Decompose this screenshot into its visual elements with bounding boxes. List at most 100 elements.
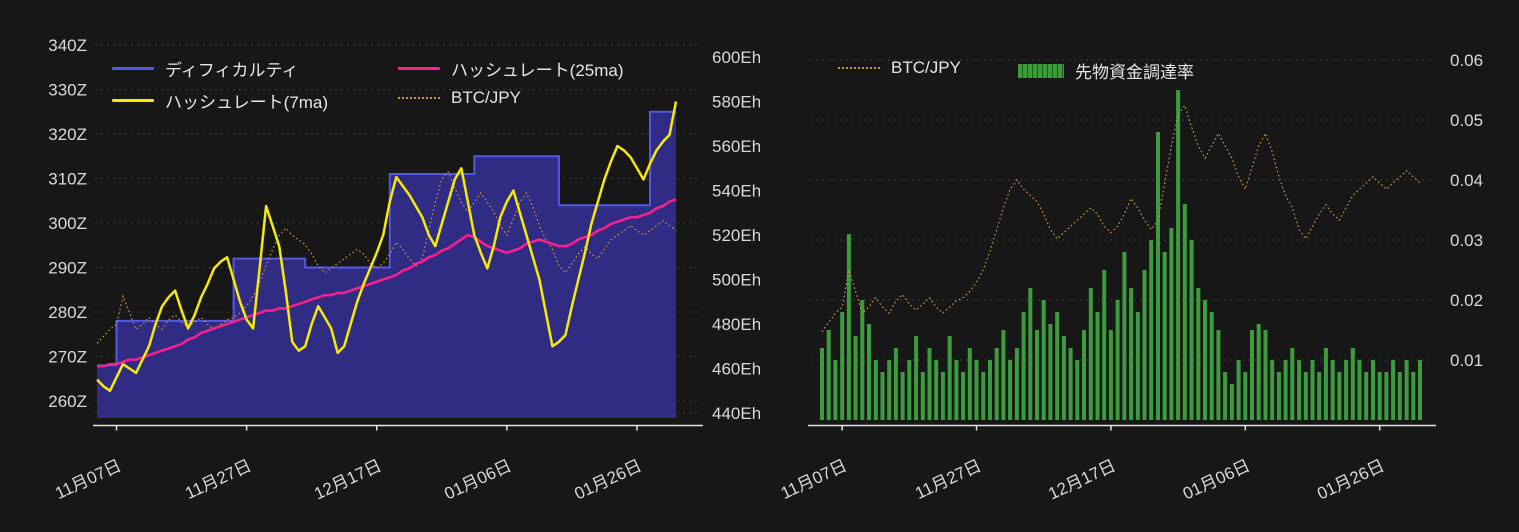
funding-bar bbox=[826, 330, 831, 420]
funding-bar bbox=[880, 372, 885, 420]
funding-bar bbox=[1270, 360, 1275, 420]
funding-bar bbox=[1129, 288, 1134, 420]
funding-bar bbox=[1377, 372, 1382, 420]
funding-bar bbox=[1404, 360, 1409, 420]
difficulty-tick-label: 270Z bbox=[48, 348, 87, 367]
funding-bar bbox=[820, 348, 824, 420]
funding-bar bbox=[833, 360, 838, 420]
funding-bar bbox=[1236, 360, 1241, 420]
funding-bar bbox=[1216, 330, 1221, 420]
funding-bar bbox=[1209, 312, 1214, 420]
funding-bar bbox=[1397, 372, 1402, 420]
difficulty-area bbox=[97, 111, 676, 419]
funding-bar bbox=[1162, 252, 1167, 420]
hashrate-tick-label: 520Eh/s bbox=[712, 226, 760, 245]
funding-tick-label: 0.02 bbox=[1450, 291, 1483, 310]
legend-label-btc-jpy-right: BTC/JPY bbox=[891, 58, 961, 77]
funding-bar bbox=[1229, 384, 1234, 420]
funding-bar bbox=[1048, 324, 1053, 420]
funding-bar bbox=[967, 348, 972, 420]
funding-bar bbox=[1068, 348, 1073, 420]
x-tick-label: 12月17日 bbox=[1045, 456, 1118, 504]
funding-bar bbox=[1344, 360, 1349, 420]
funding-bar bbox=[1135, 312, 1140, 420]
hashrate-tick-label: 480Eh/s bbox=[712, 315, 760, 334]
funding-bar bbox=[1223, 372, 1228, 420]
funding-bar bbox=[1256, 324, 1261, 420]
funding-bar bbox=[947, 336, 952, 420]
funding-bar bbox=[1350, 348, 1355, 420]
legend-item-btc-jpy: BTC/JPY bbox=[398, 88, 521, 108]
funding-bar bbox=[853, 336, 858, 420]
funding-bar bbox=[914, 336, 919, 420]
funding-bar-sample bbox=[1018, 63, 1064, 78]
funding-bar bbox=[1075, 360, 1080, 420]
x-tick-label: 12月17日 bbox=[311, 456, 384, 504]
legend-label-hashrate-7ma: ハッシュレート(7ma) bbox=[165, 93, 329, 112]
legend-item-btc-jpy-right: BTC/JPY bbox=[838, 58, 961, 78]
funding-bar bbox=[1169, 228, 1174, 420]
funding-bar bbox=[920, 372, 925, 420]
funding-bar bbox=[1203, 300, 1207, 420]
funding-bar bbox=[873, 360, 878, 420]
hashrate-25ma-line-sample bbox=[398, 67, 440, 70]
legend-label-btc-jpy: BTC/JPY bbox=[451, 88, 521, 107]
funding-bar bbox=[1276, 372, 1281, 420]
funding-bar bbox=[1028, 288, 1033, 420]
funding-bar bbox=[974, 360, 979, 420]
x-tick-label: 11月07日 bbox=[52, 456, 124, 503]
funding-bar bbox=[1142, 270, 1147, 420]
hashrate-tick-label: 560Eh/s bbox=[712, 137, 760, 156]
funding-bar bbox=[1088, 288, 1093, 420]
funding-bar bbox=[954, 360, 959, 420]
funding-bar bbox=[1061, 336, 1066, 420]
funding-bar bbox=[907, 360, 912, 420]
funding-bar bbox=[1411, 372, 1416, 420]
funding-chart-svg: 0.06 0.05 0.04 0.03 0.02 0.01 11月07日 11月27日 12月1… bbox=[778, 51, 1483, 504]
funding-bar bbox=[1371, 360, 1375, 420]
funding-bar bbox=[1108, 330, 1113, 420]
funding-bar bbox=[1041, 300, 1046, 420]
funding-bar bbox=[893, 348, 898, 420]
legend-item-hashrate-25ma: ハッシュレート(25ma) bbox=[398, 56, 624, 81]
hashrate-7ma-line bbox=[96, 101, 678, 393]
funding-bar bbox=[1337, 372, 1342, 420]
hashrate-difficulty-chart: 340Z 330Z 320Z 310Z 300Z 290Z 280Z 270Z 260Z 600E… bbox=[48, 36, 760, 504]
funding-bar bbox=[1250, 330, 1254, 420]
hashrate-tick-label: 500Eh/s bbox=[712, 271, 760, 290]
difficulty-tick-label: 340Z bbox=[48, 36, 87, 55]
x-tick-label: 01月06日 bbox=[441, 456, 514, 504]
difficulty-tick-label: 290Z bbox=[48, 259, 87, 278]
funding-bar bbox=[1082, 330, 1086, 420]
funding-bar bbox=[1391, 360, 1396, 420]
difficulty-tick-label: 320Z bbox=[48, 125, 87, 144]
difficulty-tick-label: 300Z bbox=[48, 214, 87, 233]
btc-jpy-line-sample bbox=[838, 67, 880, 69]
legend-label-difficulty: ディフィカルティ bbox=[165, 61, 299, 80]
difficulty-line bbox=[97, 110, 676, 367]
funding-bar bbox=[1418, 360, 1422, 420]
x-tick-label: 11月27日 bbox=[182, 456, 254, 503]
x-tick-label: 11月07日 bbox=[778, 456, 850, 503]
funding-bar bbox=[887, 360, 892, 420]
funding-bar bbox=[1149, 240, 1154, 420]
difficulty-tick-label: 330Z bbox=[48, 81, 87, 100]
hashrate-tick-label: 440Eh/s bbox=[712, 404, 760, 423]
hashrate-tick-label: 580Eh/s bbox=[712, 93, 760, 112]
funding-tick-label: 0.01 bbox=[1450, 351, 1483, 370]
funding-bar bbox=[1283, 360, 1288, 420]
funding-bar bbox=[1182, 204, 1187, 420]
funding-bar bbox=[934, 360, 939, 420]
legend-item-hashrate-7ma: ハッシュレート(7ma) bbox=[112, 88, 328, 113]
legend-label-funding-rate: 先物資金調達率 bbox=[1075, 63, 1194, 82]
funding-bar bbox=[867, 324, 871, 420]
funding-bar bbox=[981, 372, 986, 420]
funding-bar bbox=[994, 348, 999, 420]
funding-tick-label: 0.06 bbox=[1450, 51, 1483, 70]
x-tick-label: 01月06日 bbox=[1180, 456, 1253, 504]
hashrate-25ma-line bbox=[97, 198, 677, 368]
funding-bar bbox=[1196, 288, 1201, 420]
funding-bar bbox=[1102, 270, 1107, 420]
funding-bar bbox=[1297, 360, 1302, 420]
